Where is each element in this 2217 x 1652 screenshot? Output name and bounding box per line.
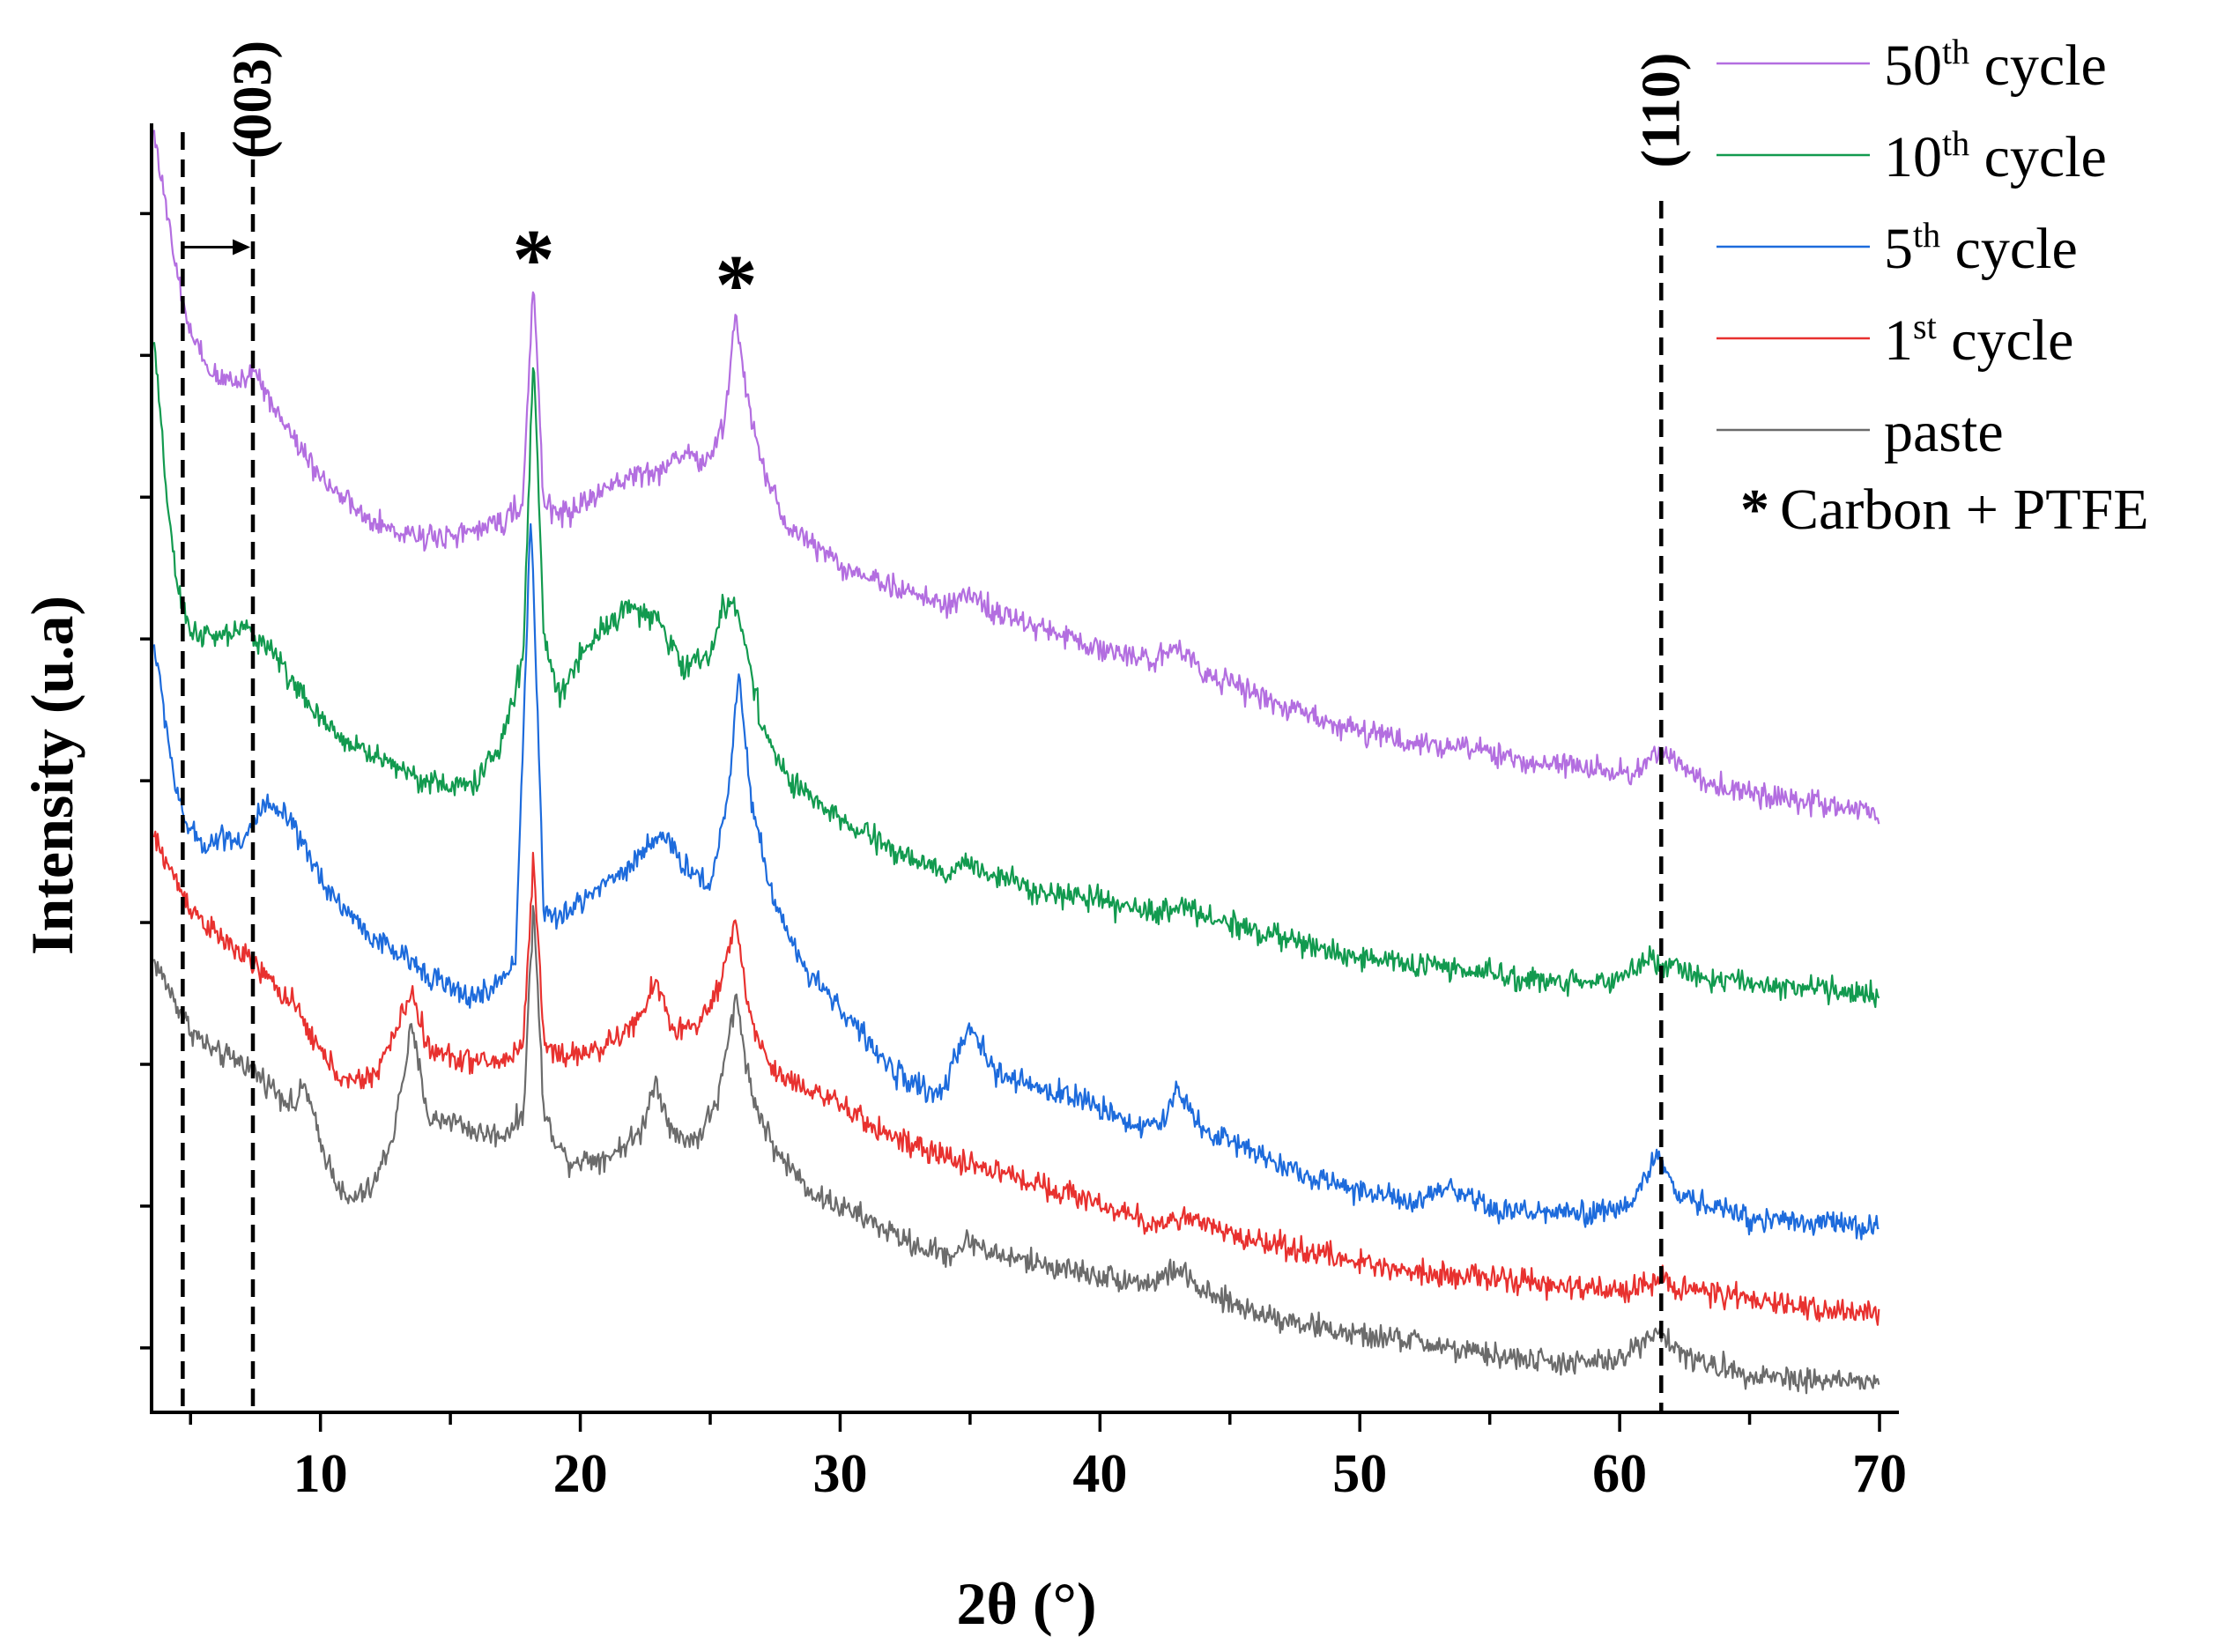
x-tick-label: 40 <box>1072 1444 1127 1504</box>
x-tick-label: 30 <box>812 1444 867 1504</box>
carbon-ptfe-star-marker: * <box>512 211 554 306</box>
series-line-paste <box>152 905 1880 1395</box>
series-line-50th-cycle <box>152 130 1880 825</box>
shift-arrow-head <box>233 239 251 256</box>
series-line-1st-cycle <box>152 830 1880 1326</box>
x-tick-label: 60 <box>1592 1444 1647 1504</box>
series-line-5th-cycle <box>152 522 1880 1241</box>
reference-lines <box>181 132 1664 1412</box>
legend-label: 10th cycle <box>1884 123 2107 189</box>
legend: 50th cycle 10th cycle 5th cycle 1st cycle pa… <box>1717 32 2149 542</box>
annotations: (003) (110) * * <box>182 41 1691 332</box>
peak-label: (003) <box>223 41 283 159</box>
axis-ticks: 10 20 30 40 50 60 70 <box>140 211 1907 1504</box>
legend-label: 5th cycle <box>1884 215 2078 281</box>
series-line-10th-cycle <box>152 342 1880 1009</box>
x-tick-label: 20 <box>553 1444 608 1504</box>
y-axis-title: Intensity (u.a) <box>19 596 85 955</box>
x-tick-label: 70 <box>1852 1444 1907 1504</box>
x-tick-label: 10 <box>293 1444 348 1504</box>
plot-area <box>152 130 1880 1395</box>
legend-label: 50th cycle <box>1884 32 2107 98</box>
legend-note-symbol: * <box>1740 478 1769 542</box>
x-axis-title: 2θ (°) <box>957 1570 1097 1637</box>
legend-note-text: Carbon + PTFE <box>1780 478 2149 542</box>
legend-label: 1st cycle <box>1884 307 2073 373</box>
peak-label: (110) <box>1631 53 1691 168</box>
axes <box>150 123 1899 1414</box>
legend-label: paste <box>1884 400 2004 464</box>
x-tick-label: 50 <box>1332 1444 1387 1504</box>
carbon-ptfe-star-marker: * <box>715 238 757 332</box>
